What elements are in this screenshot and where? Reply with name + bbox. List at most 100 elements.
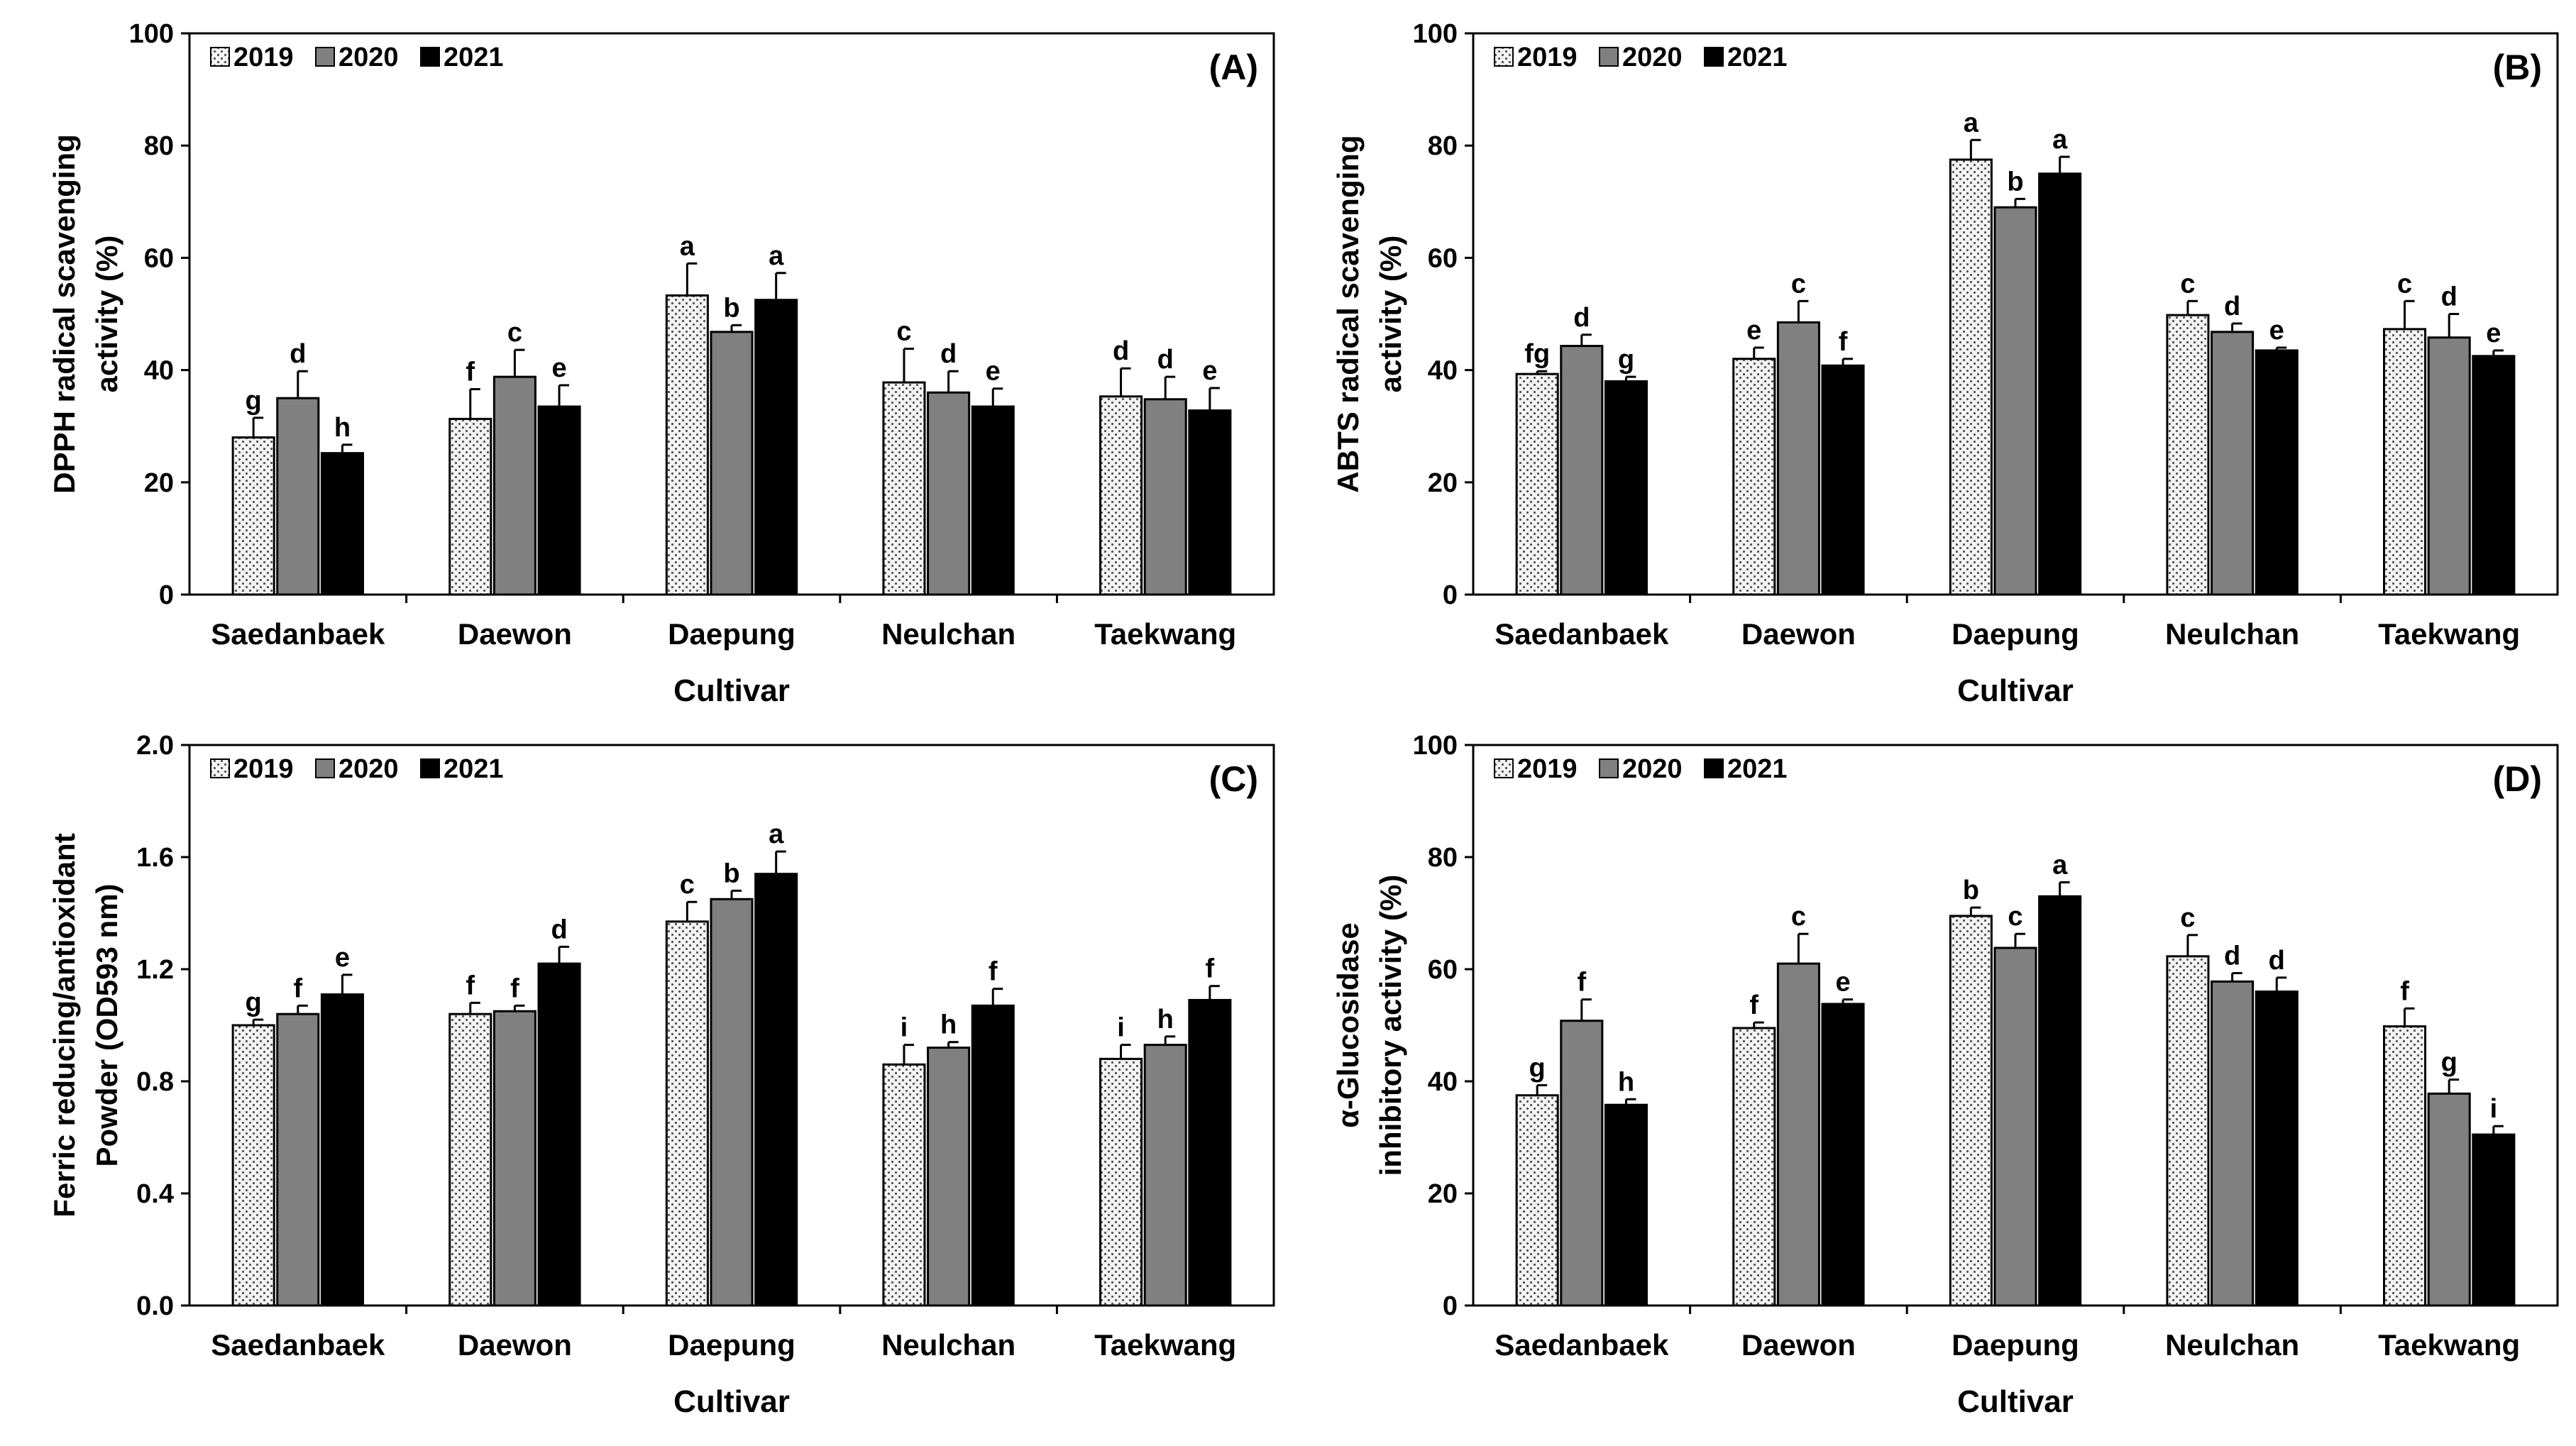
x-tick-label: Neulchan [881,1328,1015,1362]
y-axis-label-line: ABTS radical scavenging [1331,135,1365,492]
bar-2021 [2255,990,2299,1307]
bar-2020 [1560,1020,1604,1307]
significance-letter: i [2490,1094,2498,1124]
bar-2021 [754,873,798,1307]
x-tick-label: Daewon [458,1328,572,1362]
bar-2019 [1099,1057,1143,1307]
x-tick-label: Neulchan [881,617,1015,651]
legend-swatch-2021 [1704,47,1724,67]
bar-2020 [710,898,754,1307]
bar-2020 [1776,321,1820,596]
y-tick-label: 60 [144,243,174,273]
bar-2019 [882,381,926,596]
significance-letter: b [2007,167,2023,197]
significance-letter: i [1117,1013,1125,1043]
y-tick-label: 0 [1443,1291,1458,1321]
y-tick-label: 0.4 [136,1179,174,1209]
legend-label: 2019 [233,754,294,784]
significance-letter: g [1618,345,1634,375]
y-axis-label-line: activity (%) [90,236,123,393]
significance-letter: f [510,973,519,1003]
x-tick-label: Neulchan [2165,1328,2299,1362]
bar-2021 [1604,1103,1648,1307]
significance-letter: e [1202,356,1217,386]
legend-label: 2020 [1622,43,1683,72]
x-tick-label: Daepung [1952,1328,2079,1362]
significance-letter: c [2397,269,2412,299]
significance-letter: d [2441,282,2457,312]
significance-letter: e [986,357,1001,387]
significance-letter: h [1157,1005,1174,1034]
y-tick-label: 1.6 [136,843,174,873]
bar-2019 [2383,1025,2427,1307]
bar-2019 [1099,395,1143,596]
x-tick-label: Daepung [1952,617,2079,651]
y-tick-label: 1.2 [136,955,174,985]
x-tick-label: Daewon [458,617,572,651]
y-axis-label-line: inhibitory activity (%) [1374,875,1407,1176]
significance-letter: c [2180,903,2195,933]
bar-2021 [971,1004,1015,1307]
x-tick-label: Saedanbaek [1495,617,1669,651]
legend-swatch-2019 [1494,47,1514,67]
legend-label: 2019 [233,43,294,72]
significance-letter: c [1791,269,1806,299]
bar-2019 [2383,328,2427,596]
bar-2021 [2472,1133,2516,1307]
y-axis-label: DPPH radical scavenging activity (%) [48,134,123,494]
bar-2019 [1515,372,1559,596]
legend-swatch-2019 [1494,758,1514,778]
bar-2021 [1188,409,1232,596]
legend-swatch-2020 [315,47,335,67]
bar-2019 [2166,314,2210,596]
significance-letter: d [940,339,957,369]
y-tick-label: 2.0 [136,731,174,761]
y-tick-label: 20 [1428,468,1458,498]
significance-letter: g [246,988,262,1017]
bar-2020 [1560,345,1604,596]
bar-2021 [971,405,1015,596]
x-axis-label: Cultivar [673,673,790,708]
y-tick-label: 100 [129,19,174,49]
significance-letter: d [2224,942,2240,971]
significance-letter: a [680,231,695,261]
bar-2020 [276,1012,320,1307]
y-tick-label: 40 [1428,356,1458,386]
legend-label: 2020 [338,43,399,72]
significance-letter: d [2269,946,2285,976]
bar-2020 [1993,206,2037,596]
bar-2020 [1993,946,2037,1307]
significance-letter: b [723,859,739,888]
bar-2020 [1143,398,1187,596]
bar-2021 [2038,172,2082,596]
y-axis-label-line: Powder (OD593 nm) [90,883,123,1166]
significance-letter: e [335,943,350,973]
bar-2021 [537,405,581,596]
bar-2021 [320,993,364,1307]
bar-2021 [1604,380,1648,596]
chart-panel-3: 0.0 0.4 0.8 1.2 1.6 2.0 Ferric reducing/antiox… [48,731,1275,1419]
bar-2020 [2211,331,2255,596]
significance-letter: g [246,386,262,416]
bar-2021 [1821,364,1865,596]
significance-letter: e [551,353,566,383]
bar-2021 [754,299,798,596]
legend-label: 2020 [338,754,399,784]
y-axis-label: α-Glucosidase inhibitory activity (%) [1331,875,1407,1176]
y-axis-label-line: α-Glucosidase [1331,922,1365,1128]
significance-letter: a [769,241,784,271]
bar-2020 [710,331,754,596]
legend-label: 2021 [1727,754,1788,784]
significance-letter: e [1746,316,1761,346]
bar-2019 [882,1063,926,1307]
legend-label: 2019 [1517,43,1578,72]
bar-2019 [1949,158,1993,596]
bar-2019 [665,294,709,596]
bar-2019 [1732,1027,1776,1307]
bar-2019 [448,417,492,596]
x-tick-label: Taekwang [1094,1328,1236,1362]
significance-letter: h [940,1010,957,1040]
significance-letter: g [2441,1048,2457,1078]
significance-letter: e [2269,316,2284,346]
y-axis-label-line: DPPH radical scavenging [48,134,81,494]
